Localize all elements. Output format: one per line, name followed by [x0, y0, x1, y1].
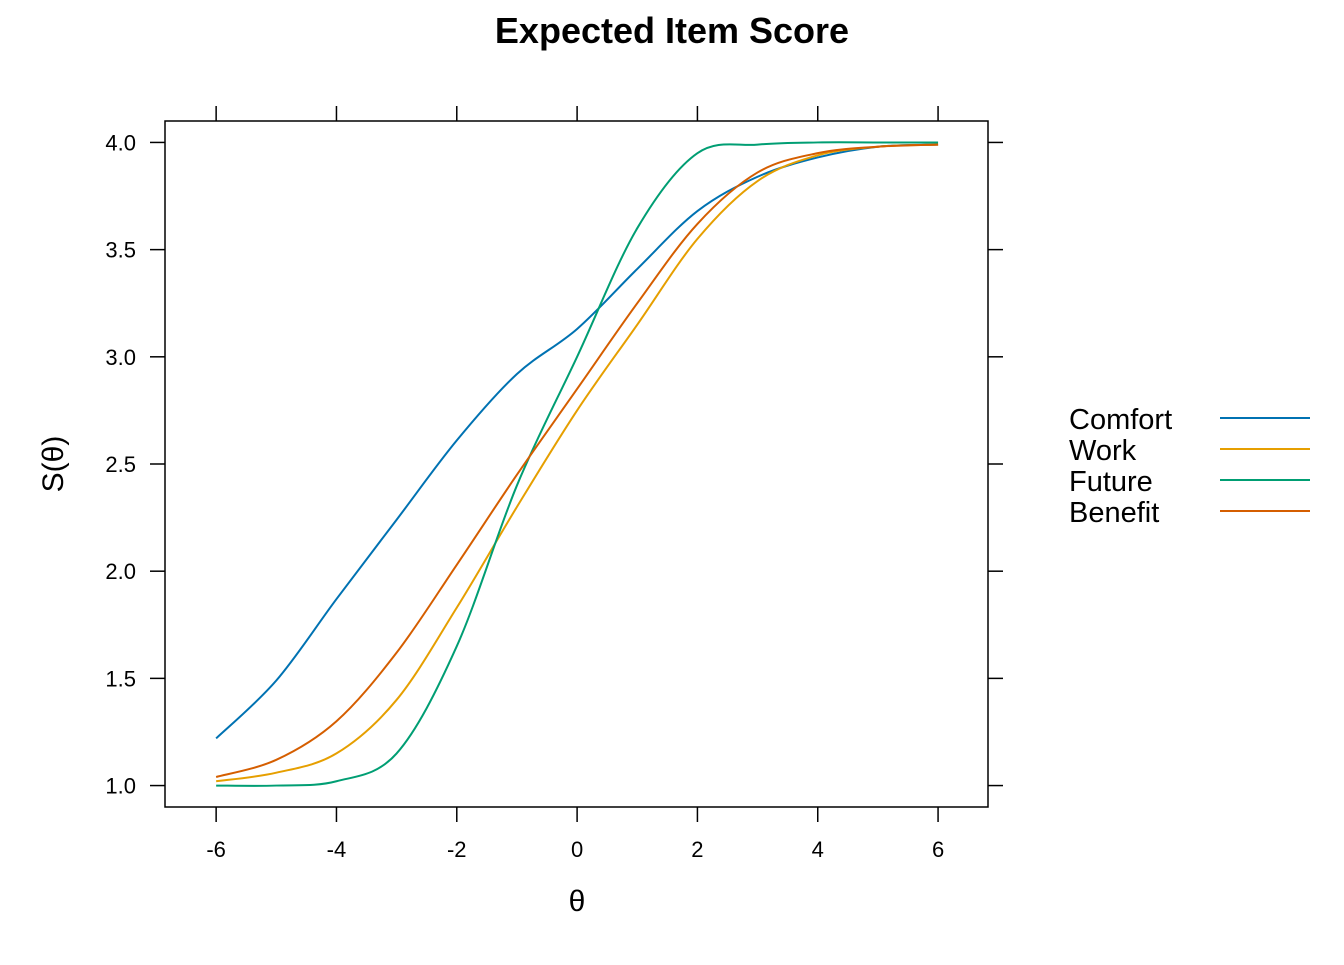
axis-ticks: -6 -4 -2 0 2 4 6 1.0 1.5 2.0 2.5 3.0 3.5 4.0: [105, 106, 1003, 862]
series-line-work: [215, 143, 939, 783]
y-tick-label: 2.5: [105, 452, 136, 477]
legend-label: Benefit: [1069, 497, 1159, 529]
series-lines: [215, 141, 939, 787]
legend-label: Work: [1069, 435, 1137, 467]
series-line-benefit: [215, 143, 939, 778]
x-tick-label: -4: [327, 837, 347, 862]
series-line-future: [216, 141, 939, 787]
x-tick-label: 2: [691, 837, 703, 862]
x-tick-label: -6: [206, 837, 226, 862]
y-tick-label: 2.0: [105, 559, 136, 584]
y-tick-label: 3.5: [105, 238, 136, 263]
x-tick-label: 0: [571, 837, 583, 862]
x-axis-label: θ: [569, 885, 586, 918]
y-tick-label: 1.0: [105, 774, 136, 799]
x-tick-label: 4: [812, 837, 824, 862]
legend-label: Future: [1069, 466, 1153, 498]
plot-frame: [164, 120, 989, 808]
y-axis-label: S(θ): [37, 436, 70, 493]
legend-label: Comfort: [1069, 404, 1172, 436]
series-line-comfort: [215, 143, 939, 740]
chart-title: Expected Item Score: [495, 10, 849, 51]
x-tick-label: 6: [932, 837, 944, 862]
x-tick-label: -2: [447, 837, 467, 862]
y-tick-label: 1.5: [105, 666, 136, 691]
y-tick-label: 3.0: [105, 345, 136, 370]
y-tick-label: 4.0: [105, 130, 136, 155]
